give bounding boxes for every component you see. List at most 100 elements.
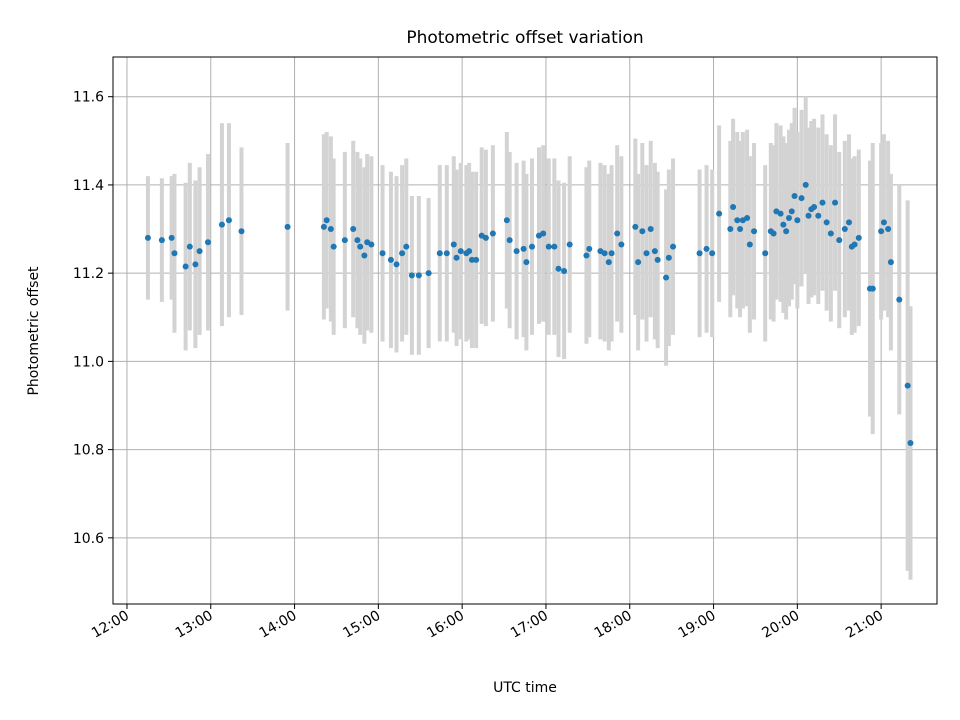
data-point xyxy=(468,256,475,263)
data-point xyxy=(665,254,672,261)
data-point xyxy=(832,199,839,206)
data-point xyxy=(601,250,608,257)
data-point xyxy=(436,250,443,257)
data-point xyxy=(368,241,375,248)
data-point xyxy=(727,226,734,233)
data-point xyxy=(663,274,670,281)
data-point xyxy=(762,250,769,257)
data-point xyxy=(586,245,593,252)
data-point xyxy=(654,256,661,263)
data-point xyxy=(361,252,368,259)
x-axis-label: UTC time xyxy=(493,680,557,696)
plot-frame xyxy=(112,56,938,605)
data-point xyxy=(528,243,535,250)
data-point xyxy=(457,248,464,255)
data-point xyxy=(744,215,751,222)
data-point xyxy=(171,250,178,257)
data-point xyxy=(520,245,527,252)
data-point xyxy=(158,237,165,244)
data-point xyxy=(836,237,843,244)
data-point xyxy=(182,263,189,270)
data-point xyxy=(696,250,703,257)
data-points xyxy=(144,181,914,446)
data-point xyxy=(561,267,568,274)
data-point xyxy=(783,228,790,235)
data-point xyxy=(540,230,547,237)
data-point xyxy=(196,248,203,255)
data-point xyxy=(805,212,812,219)
y-axis-label: Photometric offset xyxy=(26,266,42,396)
y-tick-label: 10.8 xyxy=(73,443,104,459)
data-point xyxy=(489,230,496,237)
data-point xyxy=(204,239,211,246)
data-point xyxy=(168,234,175,241)
data-point xyxy=(551,243,558,250)
data-point xyxy=(555,265,562,272)
data-point xyxy=(643,250,650,257)
data-point xyxy=(357,243,364,250)
data-point xyxy=(503,217,510,224)
data-point xyxy=(794,217,801,224)
data-point xyxy=(785,215,792,222)
data-point xyxy=(605,259,612,266)
data-point xyxy=(399,250,406,257)
data-point xyxy=(473,256,480,263)
data-point xyxy=(703,245,710,252)
data-point xyxy=(855,234,862,241)
data-point xyxy=(841,226,848,233)
data-point xyxy=(709,250,716,257)
y-tick-label: 11.6 xyxy=(73,90,104,106)
data-point xyxy=(466,248,473,255)
y-tick-label: 11.4 xyxy=(73,178,104,194)
data-point xyxy=(513,248,520,255)
data-point xyxy=(225,217,232,224)
data-point xyxy=(651,248,658,255)
data-point xyxy=(350,226,357,233)
data-point xyxy=(851,241,858,248)
data-point xyxy=(506,237,513,244)
data-point xyxy=(192,261,199,268)
y-tick-label: 10.6 xyxy=(73,531,104,547)
data-point xyxy=(746,241,753,248)
data-point xyxy=(144,234,151,241)
data-point xyxy=(341,237,348,244)
data-point xyxy=(798,195,805,202)
data-point xyxy=(639,228,646,235)
data-point xyxy=(608,250,615,257)
data-point xyxy=(827,230,834,237)
data-point xyxy=(408,272,415,279)
data-point xyxy=(878,228,885,235)
data-point xyxy=(482,234,489,241)
data-point xyxy=(523,259,530,266)
data-point xyxy=(823,219,830,226)
data-point xyxy=(635,259,642,266)
data-point xyxy=(647,226,654,233)
data-point xyxy=(632,223,639,230)
data-point xyxy=(330,243,337,250)
data-point xyxy=(218,221,225,228)
data-point xyxy=(802,181,809,188)
data-point xyxy=(545,243,552,250)
data-point xyxy=(904,382,911,389)
data-point xyxy=(730,203,737,210)
data-point xyxy=(403,243,410,250)
data-point xyxy=(443,250,450,257)
data-point xyxy=(780,221,787,228)
data-point xyxy=(737,226,744,233)
data-point xyxy=(284,223,291,230)
data-point xyxy=(811,203,818,210)
data-point xyxy=(327,226,334,233)
data-point xyxy=(387,256,394,263)
data-point xyxy=(670,243,677,250)
data-point xyxy=(907,439,914,446)
data-point xyxy=(393,261,400,268)
data-point xyxy=(238,228,245,235)
data-point xyxy=(751,228,758,235)
data-point xyxy=(880,219,887,226)
data-point xyxy=(885,226,892,233)
data-point xyxy=(453,254,460,261)
data-point xyxy=(791,192,798,199)
data-point xyxy=(583,252,590,259)
